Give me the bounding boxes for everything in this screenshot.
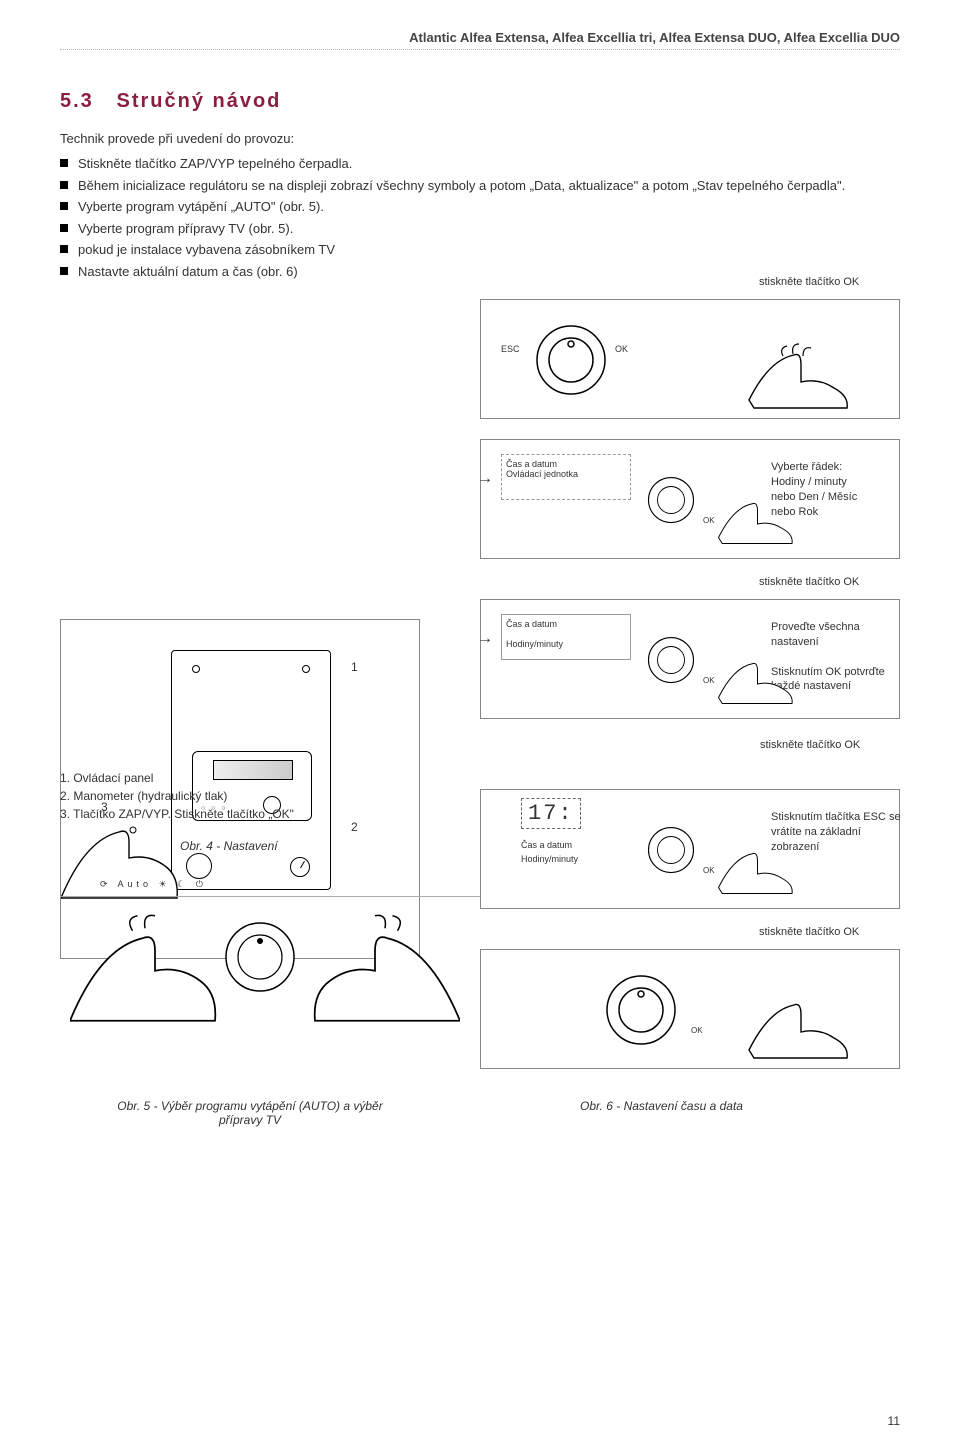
display-line2: Hodiny/minuty bbox=[506, 639, 626, 649]
figure4-caption: Obr. 4 - Nastavení bbox=[180, 839, 278, 853]
step5-panel: 17: Čas a datum Hodiny/minuty OK Stisknu… bbox=[480, 789, 900, 909]
ok-label: OK bbox=[691, 1026, 703, 1035]
step3-panel: stiskněte tlačítko OK → Čas a datum Hodi… bbox=[480, 599, 900, 719]
rotary-dial-icon bbox=[220, 917, 300, 997]
screw-icon bbox=[192, 665, 200, 673]
step1-panel: stiskněte tlačítko OK ESC OK bbox=[480, 299, 900, 419]
step6-caption: stiskněte tlačítko OK bbox=[759, 926, 899, 938]
intro-paragraph: Technik provede při uvedení do provozu: bbox=[60, 131, 900, 146]
legend-list: 1. Ovládací panel 2. Manometer (hydrauli… bbox=[60, 769, 294, 823]
arrow-icon: → bbox=[477, 470, 493, 488]
hand-press-icon bbox=[739, 330, 859, 410]
list-item: Vyberte program přípravy TV (obr. 5). bbox=[60, 219, 900, 239]
list-item: Vyberte program vytápění „AUTO" (obr. 5)… bbox=[60, 197, 900, 217]
header-products: Atlantic Alfea Extensa, Alfea Excellia t… bbox=[60, 30, 900, 50]
legend-item: 2. Manometer (hydraulický tlak) bbox=[60, 787, 294, 805]
display-line1: Čas a datum bbox=[506, 619, 626, 629]
step1-caption: stiskněte tlačítko OK bbox=[759, 276, 899, 288]
arrow-icon: → bbox=[477, 630, 493, 648]
hand-turn-icon bbox=[711, 640, 801, 710]
callout-2: 2 bbox=[351, 820, 358, 834]
gauge-icon bbox=[290, 857, 310, 877]
step2-panel: → Čas a datum Ovládací jednotka OK Vyber… bbox=[480, 439, 900, 559]
rotary-dial-icon bbox=[641, 470, 701, 530]
ok-label: OK bbox=[615, 344, 628, 354]
display-line1: Čas a datum bbox=[506, 459, 626, 469]
display-line2: Hodiny/minuty bbox=[521, 854, 578, 864]
display-box: Čas a datum Ovládací jednotka bbox=[501, 454, 631, 500]
figure6-caption: Obr. 6 - Nastavení času a data bbox=[580, 1099, 743, 1113]
step4-panel: stiskněte tlačítko OK bbox=[480, 739, 900, 769]
display-line2: Ovládací jednotka bbox=[506, 469, 626, 479]
clock-display: 17: bbox=[521, 798, 581, 829]
hand-press-right-icon bbox=[310, 907, 460, 1027]
instruction-list: Stiskněte tlačítko ZAP/VYP tepelného čer… bbox=[60, 154, 900, 281]
hand-turn-icon bbox=[711, 830, 801, 900]
legend-item: 3. Tlačítko ZAP/VYP. Stiskněte tlačítko … bbox=[60, 805, 294, 823]
page-number: 11 bbox=[888, 1414, 900, 1428]
side-line: Vyberte řádek: bbox=[771, 461, 842, 473]
section-title-text: Stručný návod bbox=[116, 90, 281, 112]
section-number: 5.3 bbox=[60, 90, 94, 112]
rotary-dial-icon bbox=[531, 320, 611, 400]
display-line1: Čas a datum bbox=[521, 840, 572, 850]
diagram-area: stiskněte tlačítko OK ESC OK → Čas a dat… bbox=[60, 299, 900, 1319]
step6-panel: stiskněte tlačítko OK OK bbox=[480, 949, 900, 1069]
mode-icons-row: ⟳ Auto ☀ ☾ ⏻ bbox=[60, 879, 480, 890]
power-button-icon bbox=[186, 853, 212, 879]
rotary-dial-icon bbox=[641, 630, 701, 690]
figure5-caption: Obr. 5 - Výběr programu vytápění (AUTO) … bbox=[100, 1099, 400, 1127]
mode-select-diagram: ⟳ Auto ☀ ☾ ⏻ bbox=[60, 879, 480, 1059]
list-item: Během inicializace regulátoru se na disp… bbox=[60, 176, 900, 196]
step3-caption: stiskněte tlačítko OK bbox=[759, 576, 899, 588]
hand-turn-icon bbox=[711, 480, 801, 550]
esc-label: ESC bbox=[501, 344, 520, 354]
hand-press-left-icon bbox=[70, 907, 220, 1027]
callout-1: 1 bbox=[351, 660, 358, 674]
screw-icon bbox=[302, 665, 310, 673]
list-item: pokud je instalace vybavena zásobníkem T… bbox=[60, 240, 900, 260]
rotary-dial-icon bbox=[641, 820, 701, 880]
legend-item: 1. Ovládací panel bbox=[60, 769, 294, 787]
display-box: Čas a datum Hodiny/minuty bbox=[501, 614, 631, 660]
hand-press-icon bbox=[739, 980, 859, 1060]
step4-caption: stiskněte tlačítko OK bbox=[760, 739, 900, 751]
rotary-dial-icon bbox=[601, 970, 681, 1050]
list-item: Stiskněte tlačítko ZAP/VYP tepelného čer… bbox=[60, 154, 900, 174]
section-heading: 5.3 Stručný návod bbox=[60, 90, 900, 113]
